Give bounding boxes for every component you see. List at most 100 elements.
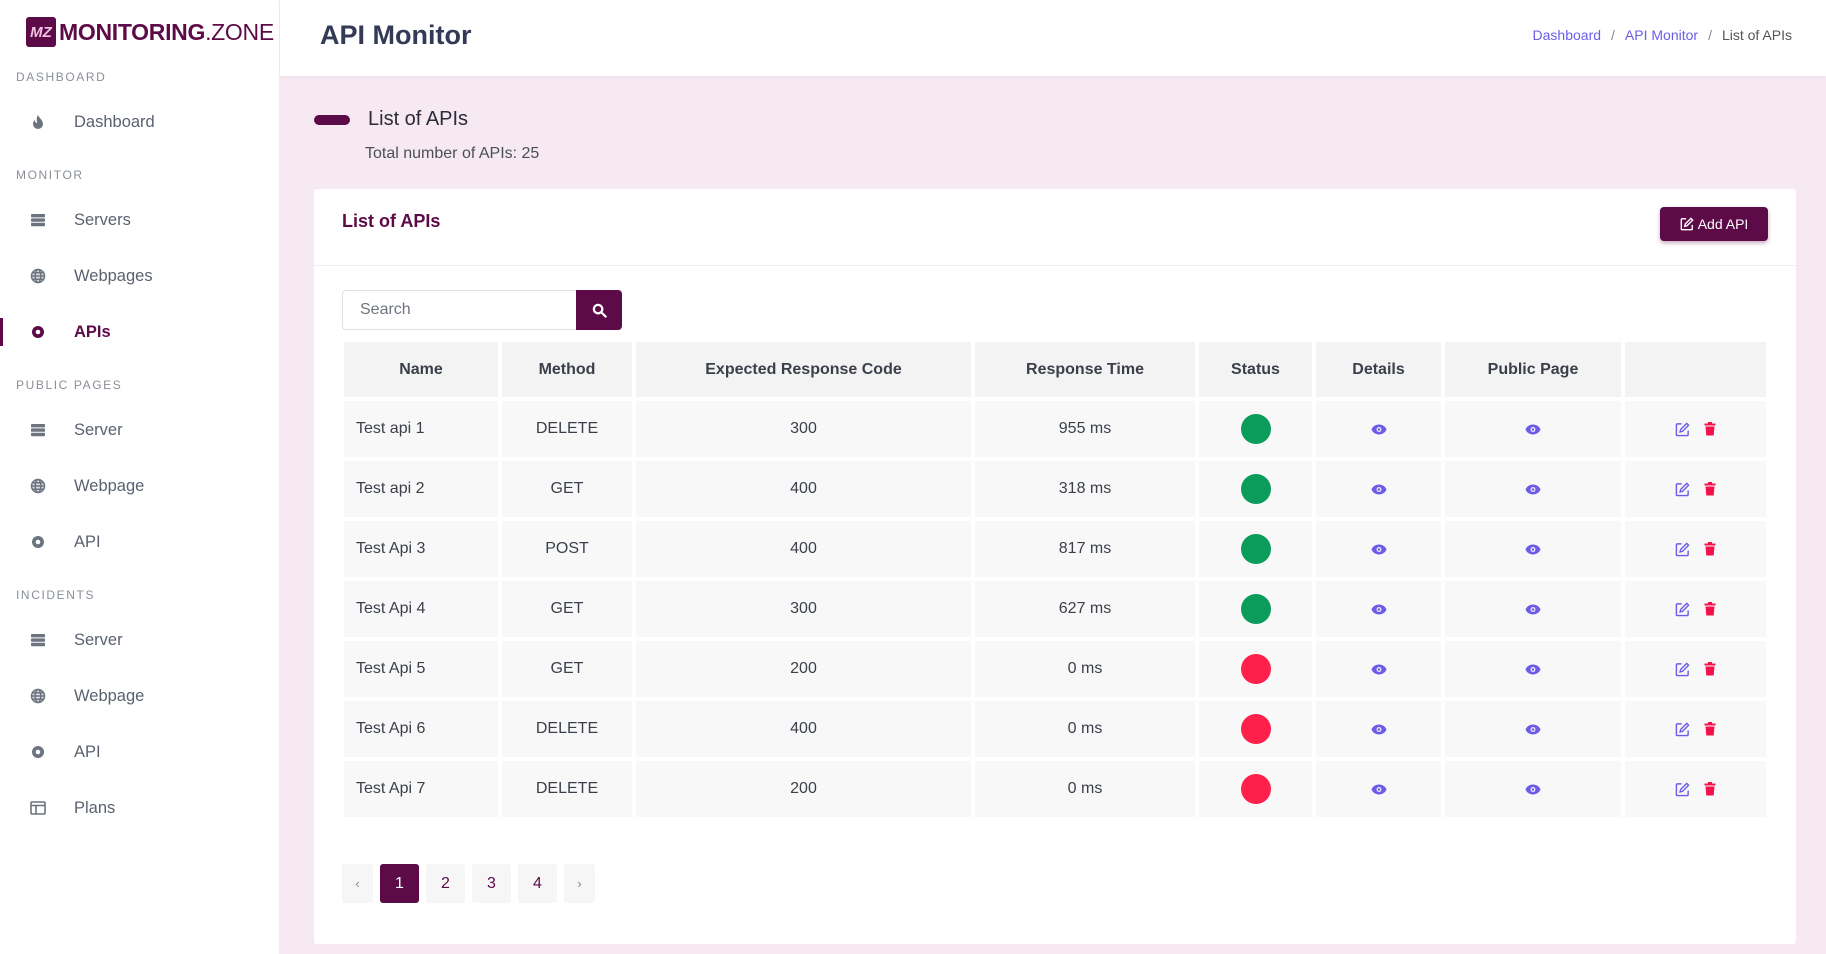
row-actions: [1675, 781, 1716, 797]
search-bar: [342, 290, 622, 330]
view-details-icon[interactable]: [1371, 604, 1387, 615]
table-row: Test Api 3 POST 400 817 ms: [344, 521, 1766, 577]
top-header: API Monitor Dashboard / API Monitor / Li…: [280, 0, 1826, 76]
column-header: Public Page: [1445, 342, 1621, 397]
sidebar-item-servers[interactable]: Servers: [0, 192, 279, 248]
apis-table: Name Method Expected Response Code Response…: [344, 342, 1766, 821]
row-actions: [1675, 661, 1716, 677]
brand-logo[interactable]: MZ MONITORING.ZONE: [0, 0, 279, 64]
edit-icon[interactable]: [1675, 721, 1690, 737]
sidebar-item-label: Servers: [74, 210, 131, 229]
page-button-2[interactable]: 2: [426, 864, 465, 903]
delete-icon[interactable]: [1704, 782, 1716, 796]
delete-icon[interactable]: [1704, 542, 1716, 556]
sidebar-item-dashboard[interactable]: Dashboard: [0, 94, 279, 150]
column-header: Name: [344, 342, 498, 397]
sidebar-item-apis[interactable]: APIs: [0, 304, 279, 360]
sidebar-item-plans[interactable]: Plans: [0, 780, 279, 836]
api-response-time: 627 ms: [975, 581, 1195, 637]
details-cell: [1316, 761, 1441, 817]
table-row: Test api 2 GET 400 318 ms: [344, 461, 1766, 517]
api-name: Test api 2: [344, 461, 498, 517]
pagination: ‹ 1 2 3 4 ›: [342, 864, 595, 903]
column-header: Method: [502, 342, 632, 397]
api-name: Test Api 3: [344, 521, 498, 577]
details-cell: [1316, 701, 1441, 757]
edit-icon[interactable]: [1675, 541, 1690, 557]
view-public-page-icon[interactable]: [1525, 664, 1541, 675]
public-page-cell: [1445, 521, 1621, 577]
actions-cell: [1625, 461, 1766, 517]
edit-icon[interactable]: [1675, 601, 1690, 617]
delete-icon[interactable]: [1704, 422, 1716, 436]
details-cell: [1316, 641, 1441, 697]
next-page-button[interactable]: ›: [564, 864, 595, 903]
sidebar-item-webpage[interactable]: Webpage: [0, 458, 279, 514]
api-response-time: 955 ms: [975, 401, 1195, 457]
delete-icon[interactable]: [1704, 662, 1716, 676]
delete-icon[interactable]: [1704, 602, 1716, 616]
sidebar-item-server[interactable]: Server: [0, 402, 279, 458]
sidebar-item-label: API: [74, 742, 101, 761]
view-details-icon[interactable]: [1371, 724, 1387, 735]
sidebar-item-api[interactable]: API: [0, 514, 279, 570]
sidebar-nav: DASHBOARD Dashboard MONITOR Servers Webpages…: [0, 66, 279, 836]
api-expected-code: 400: [636, 461, 971, 517]
nav-section-heading: DASHBOARD: [16, 70, 107, 84]
table-row: Test Api 5 GET 200 0 ms: [344, 641, 1766, 697]
page-button-3[interactable]: 3: [472, 864, 511, 903]
globe-icon: [29, 267, 47, 285]
prev-page-button[interactable]: ‹: [342, 864, 373, 903]
api-expected-code: 400: [636, 521, 971, 577]
api-method: GET: [502, 641, 632, 697]
view-public-page-icon[interactable]: [1525, 784, 1541, 795]
page-button-4[interactable]: 4: [518, 864, 557, 903]
view-public-page-icon[interactable]: [1525, 604, 1541, 615]
column-header: Status: [1199, 342, 1312, 397]
row-actions: [1675, 541, 1716, 557]
row-actions: [1675, 721, 1716, 737]
status-indicator-down: [1240, 654, 1271, 684]
search-input[interactable]: [342, 290, 576, 330]
sidebar-item-server[interactable]: Server: [0, 612, 279, 668]
view-details-icon[interactable]: [1371, 424, 1387, 435]
column-header: Expected Response Code: [636, 342, 971, 397]
view-details-icon[interactable]: [1371, 784, 1387, 795]
add-api-button[interactable]: Add API: [1660, 207, 1768, 241]
sidebar-item-webpage[interactable]: Webpage: [0, 668, 279, 724]
delete-icon[interactable]: [1704, 722, 1716, 736]
api-method: POST: [502, 521, 632, 577]
view-public-page-icon[interactable]: [1525, 724, 1541, 735]
nav-section-heading: MONITOR: [16, 168, 84, 182]
api-status-cell: [1199, 641, 1312, 697]
page-button-1[interactable]: 1: [380, 864, 419, 903]
sidebar-item-label: Dashboard: [74, 112, 155, 131]
edit-icon[interactable]: [1675, 481, 1690, 497]
table-row: Test Api 4 GET 300 627 ms: [344, 581, 1766, 637]
circle-dot-icon: [29, 323, 47, 341]
breadcrumb-api-monitor[interactable]: API Monitor: [1624, 27, 1699, 43]
search-button[interactable]: [576, 290, 622, 330]
view-details-icon[interactable]: [1371, 484, 1387, 495]
view-public-page-icon[interactable]: [1525, 544, 1541, 555]
edit-icon[interactable]: [1675, 421, 1690, 437]
sidebar-item-api[interactable]: API: [0, 724, 279, 780]
edit-icon[interactable]: [1675, 781, 1690, 797]
table-row: Test api 1 DELETE 300 955 ms: [344, 401, 1766, 457]
status-indicator-down: [1240, 714, 1271, 744]
delete-icon[interactable]: [1704, 482, 1716, 496]
view-public-page-icon[interactable]: [1525, 424, 1541, 435]
edit-icon[interactable]: [1675, 661, 1690, 677]
sidebar-item-webpages[interactable]: Webpages: [0, 248, 279, 304]
sidebar-item-label: Webpage: [74, 476, 145, 495]
api-response-time: 0 ms: [975, 701, 1195, 757]
view-public-page-icon[interactable]: [1525, 484, 1541, 495]
section-title: List of APIs: [368, 108, 469, 130]
api-response-time: 318 ms: [975, 461, 1195, 517]
total-apis-count: Total number of APIs: 25: [365, 145, 540, 162]
view-details-icon[interactable]: [1371, 664, 1387, 675]
sidebar-item-label: APIs: [74, 322, 111, 341]
breadcrumb-dashboard[interactable]: Dashboard: [1532, 27, 1602, 43]
view-details-icon[interactable]: [1371, 544, 1387, 555]
api-response-time: 0 ms: [975, 761, 1195, 817]
